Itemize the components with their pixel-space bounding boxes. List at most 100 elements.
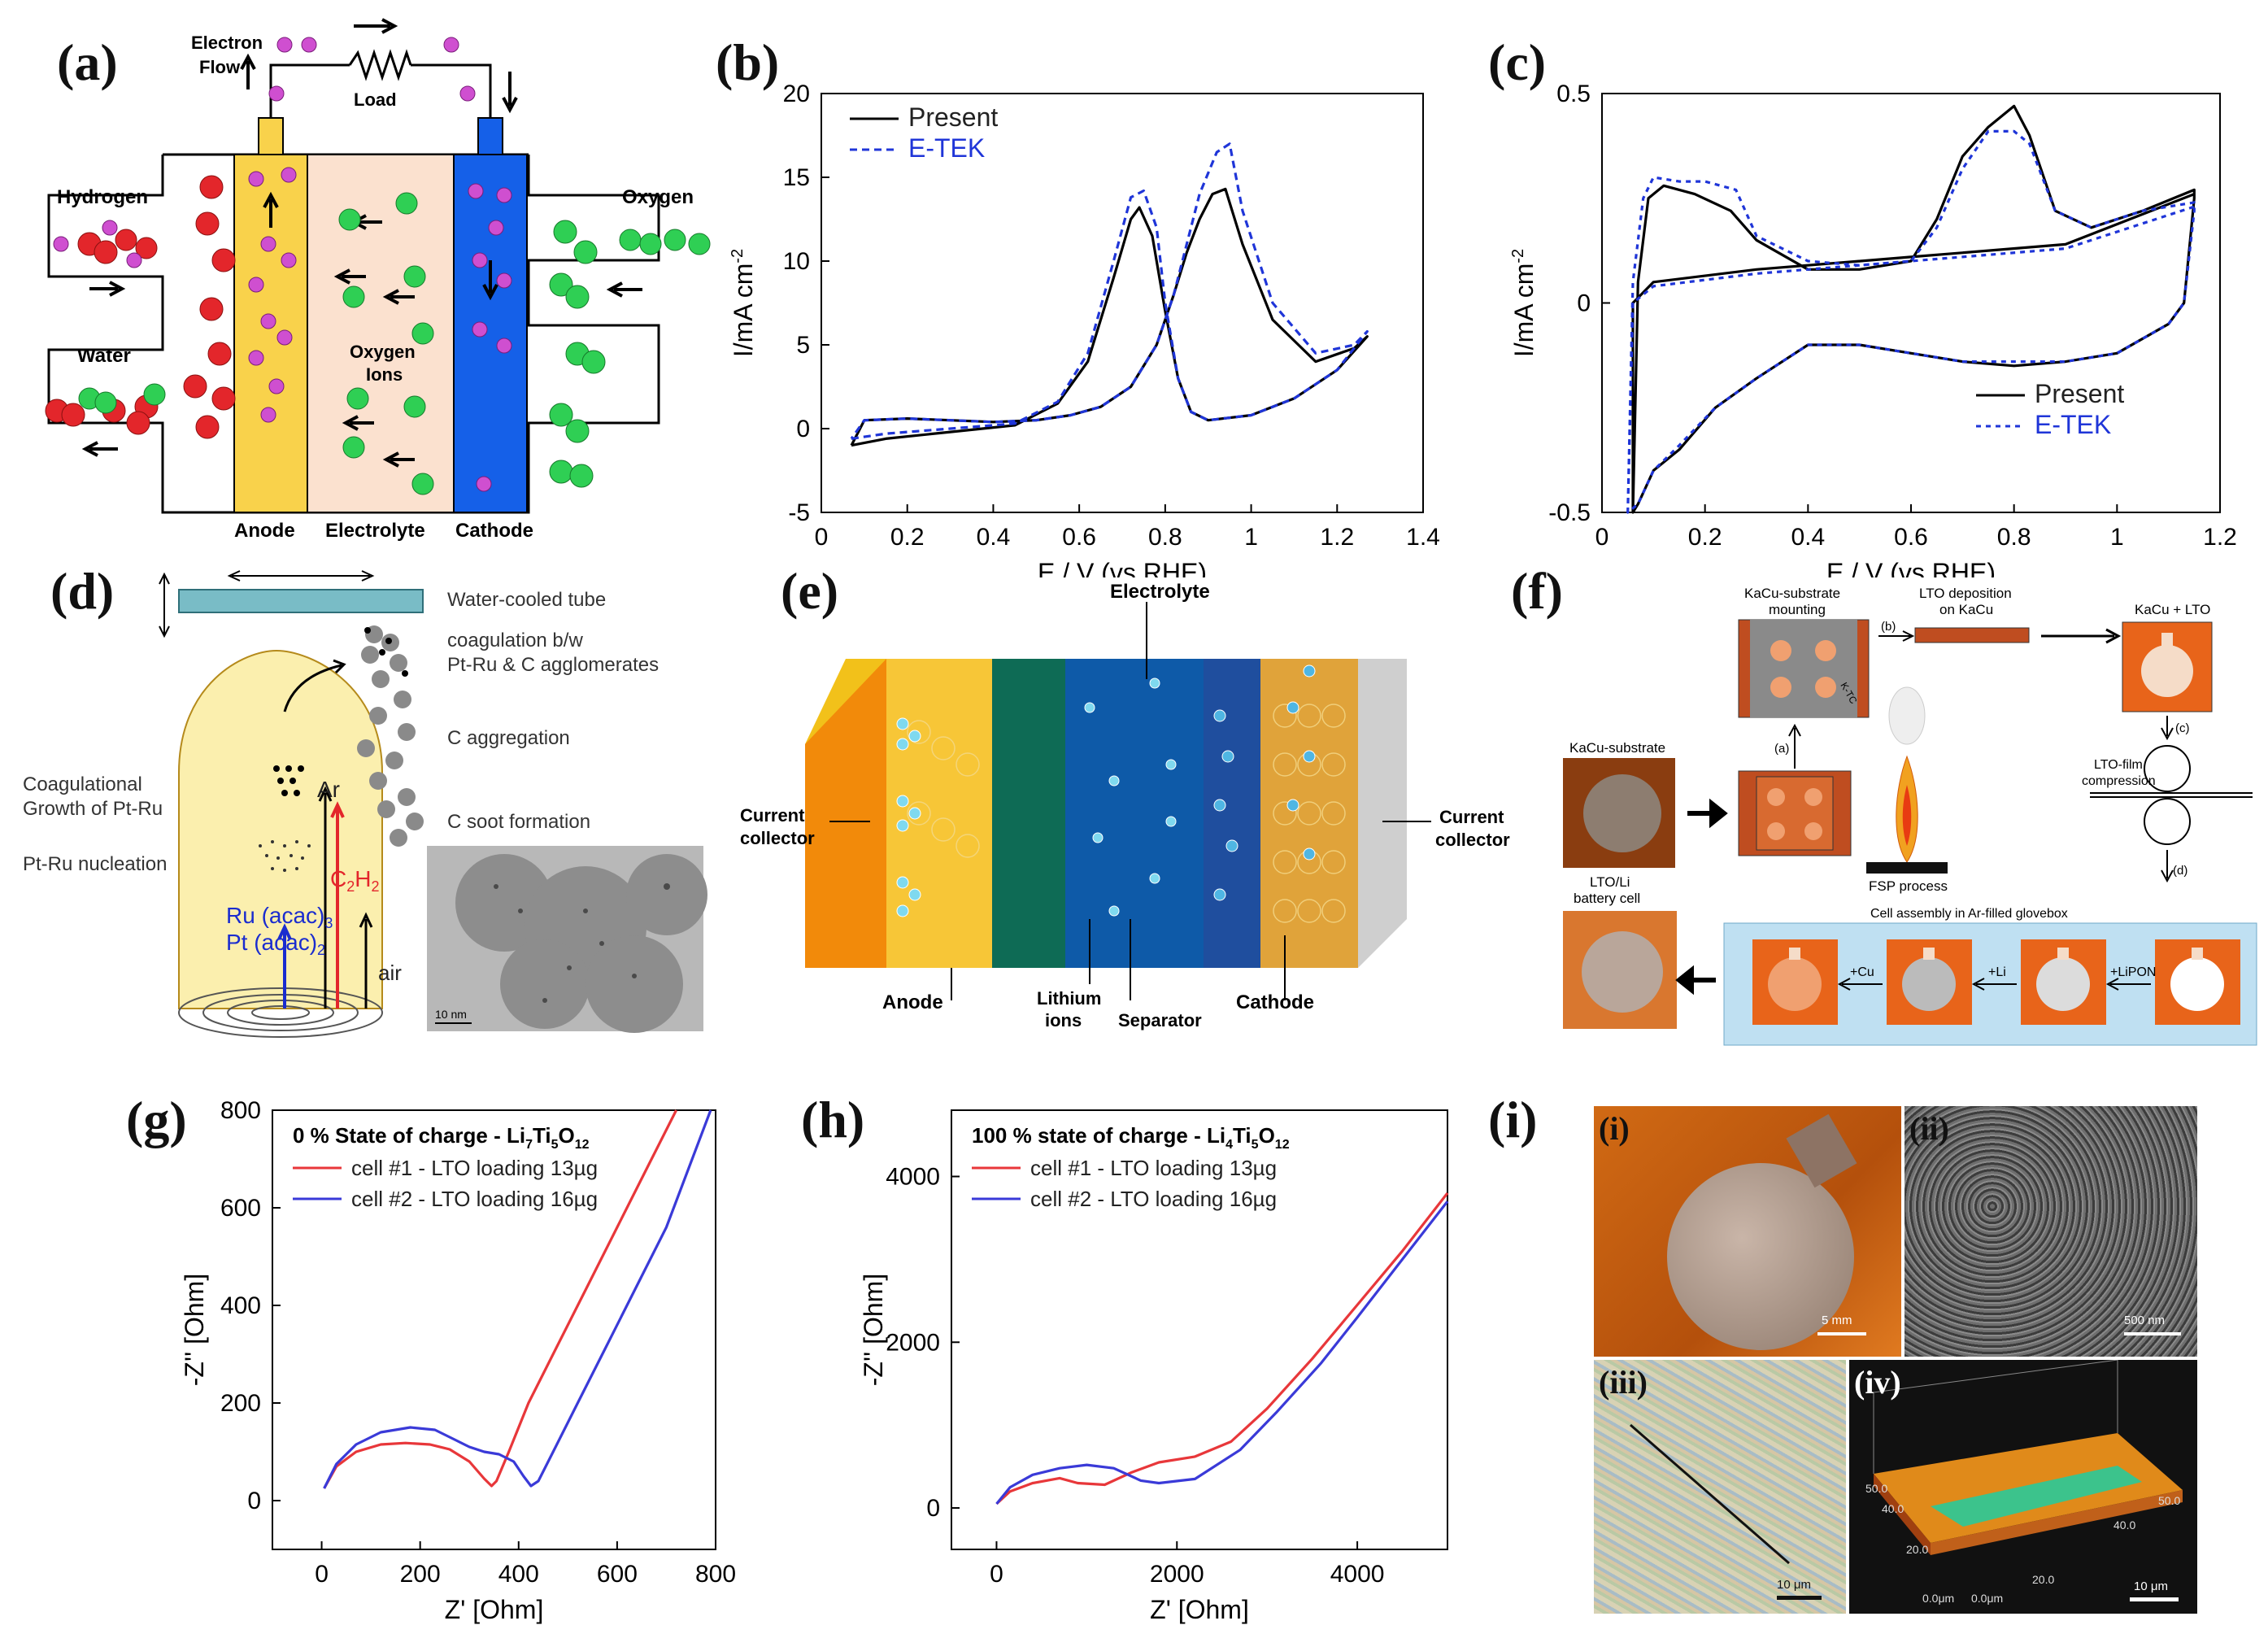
lto-deposition-label-1: LTO deposition	[1919, 586, 2012, 601]
lto-deposition-label-2: on KaCu	[1939, 602, 1993, 617]
scale-label-iv: 10 μm	[2134, 1579, 2168, 1593]
electron-flow-label-1: Electron	[191, 33, 263, 53]
y-tick-label: 4000	[886, 1164, 940, 1191]
x-tick-label: 4000	[1330, 1561, 1385, 1588]
series-line	[995, 1192, 1449, 1505]
axis-iv-label-4: 0.0μm	[1922, 1592, 1955, 1605]
legend-label: cell #2 - LTO loading 16µg	[1030, 1187, 1277, 1211]
axis-iv-label-8: 50.0	[2158, 1494, 2181, 1507]
x-tick-label: 0.8	[1997, 524, 2031, 551]
mounting-label-2: mounting	[1769, 602, 1826, 617]
air-label: air	[378, 961, 402, 985]
x-tick-label: 0.8	[1148, 524, 1182, 551]
y-tick-label: 5	[796, 332, 810, 359]
x-tick-label: 1	[1244, 524, 1258, 551]
panel-label-d: (d)	[50, 562, 115, 620]
down-arrow-icon	[502, 72, 518, 114]
y-tick-label: 0	[796, 416, 810, 442]
tem-scale-label: 10 nm	[435, 1008, 467, 1021]
nyquist-chart-g: 0 200 400 600 800 0 200 400 600 800 Z' [Ohm] -Z'' […	[180, 1097, 736, 1624]
panel-label-h: (h)	[801, 1091, 865, 1148]
pt-acac-label: Pt (acac)2	[226, 930, 325, 958]
electron-flow-label-2: Flow	[199, 57, 241, 77]
cathode-label: Cathode	[1236, 991, 1314, 1013]
x-tick-label: 1.4	[1406, 524, 1440, 551]
x-tick-label: 200	[400, 1561, 441, 1588]
x-tick-label: 1.2	[2203, 524, 2237, 551]
photo-i-cell: 5 mm (i)	[1594, 1106, 1901, 1357]
x-tick-label: 400	[498, 1561, 539, 1588]
y-tick-label: -0.5	[1548, 499, 1591, 526]
y-tick-label: 800	[220, 1097, 261, 1124]
legend-label: Present	[908, 102, 998, 132]
axis-iv-label-1: 50.0	[1865, 1482, 1888, 1495]
current-collector-right-label-1: Current	[1439, 807, 1504, 827]
x-tick-label: 800	[695, 1561, 736, 1588]
li-step-label: +Li	[1988, 965, 2006, 979]
lithium-ions-label-2: ions	[1045, 1010, 1082, 1030]
subpanel-label-iv: (iv)	[1854, 1364, 1901, 1401]
series-line	[850, 187, 1369, 447]
legend-label: Present	[2035, 379, 2124, 408]
anode-label: Anode	[882, 991, 943, 1013]
oxygen-ions-label-1: Oxygen	[350, 342, 416, 362]
axis-iv-label-5: 0.0μm	[1971, 1592, 2004, 1605]
battery-cell-label-1: LTO/Li	[1590, 874, 1630, 890]
x-tick-label: 0.4	[1791, 524, 1825, 551]
current-collector-left-label-1: Current	[740, 805, 805, 826]
plot-frame	[821, 93, 1424, 513]
compression-label-2: compression	[2082, 774, 2156, 788]
subpanel-label-i: (i)	[1599, 1110, 1630, 1147]
electrolyte-label: Electrolyte	[1110, 581, 1210, 603]
kacu-substrate-label: KaCu-substrate	[1569, 740, 1665, 756]
y-axis-label: I/mA cm-2	[1509, 249, 1539, 357]
y-tick-label: -5	[788, 499, 810, 526]
chart-title: 100 % state of charge - Li4Ti5O12	[972, 1123, 1290, 1152]
c-aggregation-label: C aggregation	[447, 727, 570, 749]
x-axis-label: Z' [Ohm]	[445, 1595, 544, 1624]
legend-label: cell #1 - LTO loading 13µg	[351, 1156, 598, 1180]
cv-chart-c: 0 0.2 0.4 0.6 0.8 1 1.2-0.500.5E / V (vs RHE)I…	[1509, 81, 2237, 577]
x-tick-label: 0.4	[977, 524, 1011, 551]
battery-cell-label-2: battery cell	[1574, 891, 1640, 906]
lithium-ions-label-1: Lithium	[1037, 988, 1101, 1009]
cathode-label: Cathode	[455, 520, 533, 542]
fsp-label: FSP process	[1869, 878, 1948, 894]
step-d-label: (d)	[2173, 864, 2187, 878]
photo-iv-3d-profile: 50.0 40.0 20.0 0.0μm 0.0μm 20.0 40.0 50.…	[1849, 1360, 2197, 1614]
panel-label-f: (f)	[1511, 562, 1563, 620]
resistor-icon	[348, 49, 412, 81]
legend-label: E-TEK	[908, 133, 985, 163]
oxygen-ions-label-2: Ions	[366, 364, 403, 385]
hydrogen-label: Hydrogen	[57, 186, 148, 208]
x-axis-label: E / V (vs RHE)	[1826, 558, 1996, 577]
ar-label: Ar	[317, 777, 340, 802]
scale-label-i: 5 mm	[1822, 1314, 1852, 1327]
legend-label: cell #1 - LTO loading 13µg	[1030, 1156, 1277, 1180]
panel-label-g: (g)	[126, 1091, 187, 1148]
axis-iv-label-7: 40.0	[2113, 1518, 2136, 1532]
plot-frame	[1601, 93, 2221, 513]
scale-label-ii: 500 nm	[2124, 1314, 2166, 1327]
axis-iv-label-3: 20.0	[1906, 1543, 1929, 1556]
x-tick-label: 2000	[1150, 1561, 1204, 1588]
x-tick-label: 0.6	[1062, 524, 1096, 551]
step-a-label: (a)	[1774, 742, 1789, 756]
series-line	[323, 1109, 712, 1489]
x-tick-label: 1	[2110, 524, 2124, 551]
mounting-label-1: KaCu-substrate	[1744, 586, 1840, 601]
separator-label: Separator	[1118, 1010, 1202, 1030]
axis-iv-label-2: 40.0	[1882, 1502, 1905, 1515]
chart-title: 0 % State of charge - Li7Ti5O12	[293, 1123, 590, 1152]
y-tick-label: 10	[783, 248, 810, 275]
water-label: Water	[77, 345, 131, 367]
coagulation-label-1: coagulation b/w	[447, 630, 583, 651]
x-tick-label: 1.2	[1320, 524, 1354, 551]
y-tick-label: 600	[220, 1195, 261, 1222]
legend-label: E-TEK	[2035, 410, 2111, 439]
anode-label: Anode	[234, 520, 295, 542]
x-axis-label: E / V (vs RHE)	[1038, 558, 1207, 577]
subpanel-label-iii: (iii)	[1599, 1364, 1648, 1401]
series-line	[995, 1200, 1449, 1505]
x-tick-label: 0	[990, 1561, 1003, 1588]
